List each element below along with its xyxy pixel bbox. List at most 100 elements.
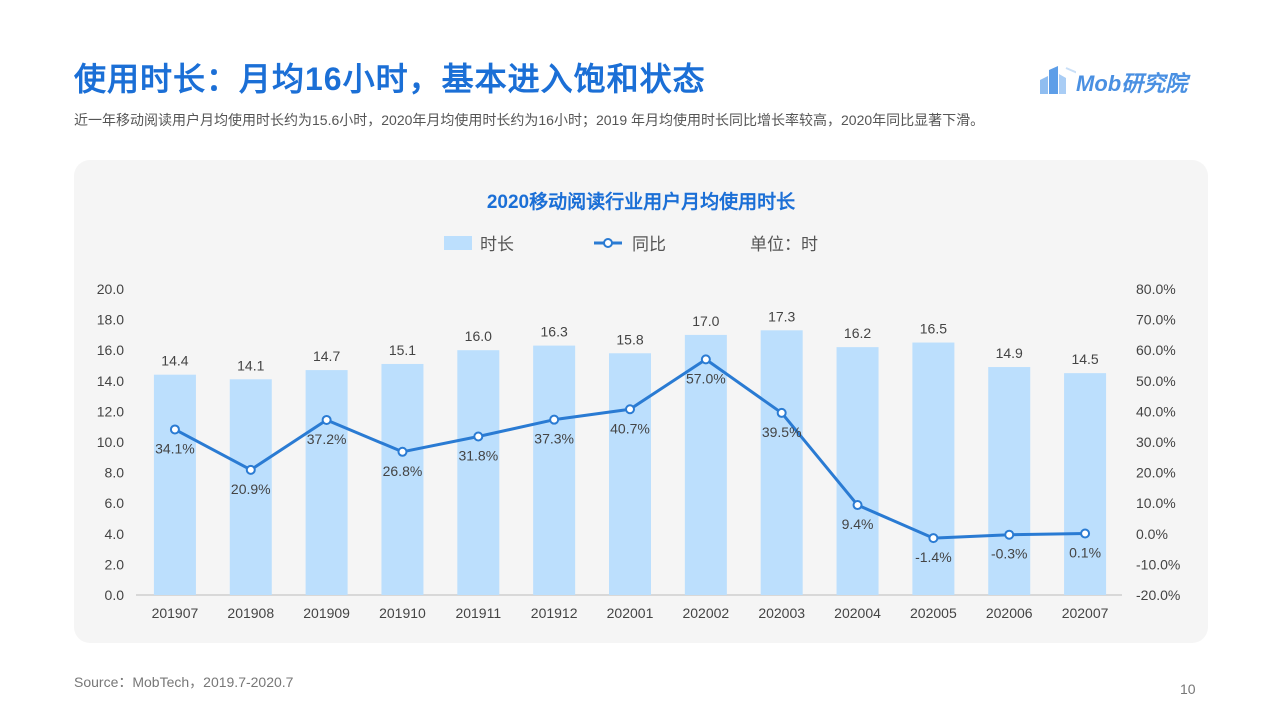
mob-logo: Mob研究院	[1036, 58, 1212, 102]
x-tick-label: 201908	[227, 605, 274, 621]
bar-series	[153, 330, 1107, 595]
legend-unit-label: 单位：时	[750, 235, 818, 254]
line-value-label: 20.9%	[231, 481, 271, 497]
y-right-tick-label: 30.0%	[1136, 434, 1176, 450]
x-tick-label: 202003	[758, 605, 805, 621]
line-point	[549, 414, 560, 425]
line-value-label: 37.3%	[534, 431, 574, 447]
y-left-axis: 0.0 2.0 4.0 6.0 8.0 10.0 12.0 14.0 16.0 18.0 20.0	[97, 281, 124, 603]
line-series	[169, 354, 1091, 544]
bar	[381, 363, 424, 595]
line-value-label: -1.4%	[915, 549, 952, 565]
bar-value-label: 16.0	[465, 328, 492, 344]
line-value-label: 39.5%	[762, 424, 802, 440]
bar-value-label: 14.1	[237, 357, 264, 373]
line-point	[1080, 528, 1091, 539]
line-value-label: 31.8%	[458, 447, 498, 463]
x-tick-label: 201912	[531, 605, 578, 621]
page-subtitle: 近一年移动阅读用户月均使用时长约为15.6小时，2020年月均使用时长约为16小…	[74, 112, 985, 128]
line-value-label: 37.2%	[307, 431, 347, 447]
logo-building-icon	[1040, 66, 1076, 94]
y-right-tick-label: 40.0%	[1136, 403, 1176, 419]
bar-value-label: 17.0	[692, 313, 719, 329]
y-right-tick-label: 70.0%	[1136, 312, 1176, 328]
y-right-tick-label: 60.0%	[1136, 342, 1176, 358]
bar-value-label: 14.4	[161, 353, 188, 369]
line-point	[852, 500, 863, 511]
legend-line-marker	[603, 238, 613, 248]
y-right-tick-label: 20.0%	[1136, 465, 1176, 481]
y-left-tick-label: 6.0	[105, 495, 125, 511]
bar	[229, 379, 272, 595]
bar	[1064, 373, 1107, 595]
line-point	[397, 446, 408, 457]
bar	[609, 353, 651, 595]
y-right-tick-label: 10.0%	[1136, 495, 1176, 511]
y-right-tick-label: -10.0%	[1136, 556, 1180, 572]
line-value-label: 0.1%	[1069, 544, 1101, 560]
x-tick-label: 201907	[152, 605, 199, 621]
bar	[836, 347, 879, 595]
logo-text: Mob研究院	[1076, 71, 1188, 96]
y-left-tick-label: 4.0	[105, 526, 125, 542]
line-point	[321, 414, 332, 425]
bar-value-label: 17.3	[768, 308, 795, 324]
bar-value-label: 14.7	[313, 348, 340, 364]
line-point	[700, 354, 711, 365]
bar	[305, 370, 348, 595]
x-tick-label: 202002	[682, 605, 729, 621]
line-point	[1004, 529, 1015, 540]
bar	[988, 367, 1031, 595]
y-right-axis: -20.0% -10.0% 0.0% 10.0% 20.0% 30.0% 40.0% 50.0…	[1136, 281, 1180, 603]
line-value-label: 57.0%	[686, 370, 726, 386]
y-right-tick-label: -20.0%	[1136, 587, 1180, 603]
line-point	[473, 431, 484, 442]
bar-value-label: 14.9	[996, 345, 1023, 361]
y-right-tick-label: 0.0%	[1136, 526, 1168, 542]
bar-labels: 14.4 14.1 14.7 15.1 16.0 16.3 15.8 17.0 17.3 16.2…	[161, 308, 1099, 373]
x-tick-label: 201909	[303, 605, 350, 621]
bar	[533, 345, 576, 595]
y-left-tick-label: 20.0	[97, 281, 124, 297]
line-value-label: 34.1%	[155, 440, 195, 456]
y-right-tick-label: 50.0%	[1136, 373, 1176, 389]
y-left-tick-label: 18.0	[97, 312, 124, 328]
page-title: 使用时长：月均16小时，基本进入饱和状态	[74, 61, 706, 97]
y-left-tick-label: 14.0	[97, 373, 124, 389]
line-labels: 34.1% 20.9% 37.2% 26.8% 31.8% 37.3% 40.7% 57.0%…	[155, 370, 1101, 565]
source-note: Source：MobTech，2019.7-2020.7	[74, 674, 294, 690]
line-point	[625, 404, 635, 415]
chart-panel: 2020移动阅读行业用户月均使用时长 时长 同比 单位：时 0.0 2.0 4.0 6…	[74, 160, 1208, 643]
x-tick-label: 202004	[834, 605, 881, 621]
x-tick-label: 201911	[455, 605, 501, 621]
bar	[153, 374, 196, 595]
y-left-tick-label: 16.0	[97, 342, 124, 358]
x-tick-label: 202001	[607, 605, 654, 621]
line-point	[776, 407, 787, 418]
y-left-tick-label: 10.0	[97, 434, 124, 450]
line-point	[928, 533, 939, 544]
legend-line-label: 同比	[632, 235, 666, 254]
x-tick-label: 202007	[1062, 605, 1109, 621]
legend-bar-swatch	[444, 236, 472, 250]
bar-value-label: 14.5	[1071, 351, 1098, 367]
line-point	[169, 424, 180, 435]
bar	[684, 334, 727, 595]
bar-value-label: 16.5	[920, 321, 947, 337]
x-tick-label: 202005	[910, 605, 957, 621]
line-value-label: 26.8%	[383, 463, 423, 479]
page-number: 10	[1180, 681, 1196, 697]
bar-value-label: 16.3	[541, 324, 568, 340]
bar	[912, 342, 955, 595]
line-value-label: 9.4%	[842, 516, 874, 532]
x-tick-label: 201910	[379, 605, 426, 621]
bar	[457, 350, 500, 595]
x-tick-label: 202006	[986, 605, 1033, 621]
line-value-label: -0.3%	[991, 546, 1028, 562]
bar-value-label: 15.1	[389, 342, 416, 358]
line-value-label: 40.7%	[610, 420, 650, 436]
y-left-tick-label: 0.0	[105, 587, 125, 603]
y-right-tick-label: 80.0%	[1136, 281, 1176, 297]
y-left-tick-label: 2.0	[105, 556, 125, 572]
line-point	[245, 464, 256, 475]
